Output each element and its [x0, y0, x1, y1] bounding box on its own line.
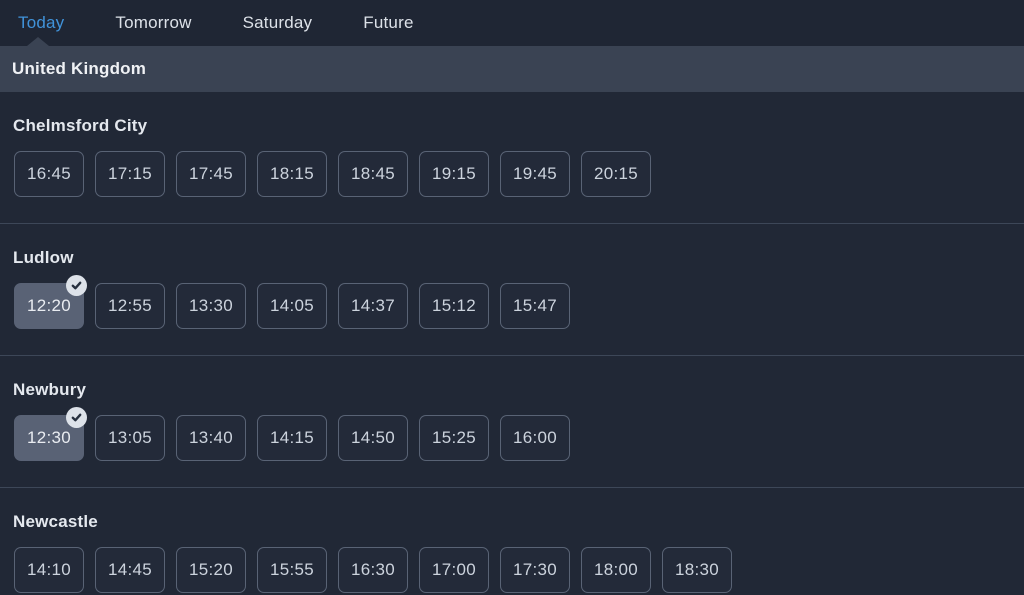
race-time-label: 16:00: [512, 428, 558, 447]
race-time-label: 18:45: [350, 164, 396, 183]
race-time-chip[interactable]: 19:45: [500, 151, 570, 197]
race-time-chip[interactable]: 14:37: [338, 283, 408, 329]
race-time-chip[interactable]: 20:15: [581, 151, 651, 197]
race-time-chip[interactable]: 15:20: [176, 547, 246, 593]
race-time-chip[interactable]: 18:30: [662, 547, 732, 593]
race-time-label: 12:55: [107, 296, 153, 315]
meeting-section-chelmsford-city: Chelmsford City 16:45 17:15 17:45 18:15 …: [0, 92, 1024, 223]
race-time-label: 15:47: [512, 296, 558, 315]
race-time-chip[interactable]: 18:15: [257, 151, 327, 197]
tab-tomorrow[interactable]: Tomorrow: [115, 13, 192, 32]
race-time-label: 13:05: [107, 428, 153, 447]
race-time-label: 14:50: [350, 428, 396, 447]
race-time-chip[interactable]: 18:45: [338, 151, 408, 197]
race-time-chip-selected[interactable]: 12:20: [14, 275, 87, 329]
region-header: United Kingdom: [0, 37, 1024, 92]
race-time-label: 14:37: [350, 296, 396, 315]
race-time-chip[interactable]: 14:45: [95, 547, 165, 593]
region-label: United Kingdom: [12, 59, 147, 78]
race-time-chip[interactable]: 13:30: [176, 283, 246, 329]
race-time-label: 18:15: [269, 164, 315, 183]
race-time-label: 17:45: [188, 164, 234, 183]
race-time-chip[interactable]: 17:30: [500, 547, 570, 593]
race-time-chip[interactable]: 19:15: [419, 151, 489, 197]
race-time-label: 15:25: [431, 428, 477, 447]
meeting-name: Newcastle: [13, 512, 98, 531]
race-time-label: 14:05: [269, 296, 315, 315]
race-time-label: 17:00: [431, 560, 477, 579]
meeting-section-newbury: Newbury 12:30 13:05 13:40 14:15 14:50 15…: [0, 355, 1024, 487]
race-time-chip[interactable]: 15:12: [419, 283, 489, 329]
race-time-label: 16:45: [26, 164, 72, 183]
race-time-chip[interactable]: 15:55: [257, 547, 327, 593]
race-time-chip[interactable]: 14:15: [257, 415, 327, 461]
race-time-chip[interactable]: 14:50: [338, 415, 408, 461]
meeting-section-newcastle: Newcastle 14:10 14:45 15:20 15:55 16:30 …: [0, 487, 1024, 595]
race-times-row: 12:30 13:05 13:40 14:15 14:50 15:25 16:0…: [0, 407, 1024, 461]
race-time-chip[interactable]: 13:05: [95, 415, 165, 461]
race-time-chip[interactable]: 14:05: [257, 283, 327, 329]
race-time-label: 14:10: [26, 560, 72, 579]
race-time-chip[interactable]: 12:55: [95, 283, 165, 329]
race-time-label: 18:30: [674, 560, 720, 579]
race-time-label: 17:30: [512, 560, 558, 579]
race-time-label: 12:20: [26, 296, 72, 315]
race-time-label: 19:45: [512, 164, 558, 183]
race-time-chip[interactable]: 16:45: [14, 151, 84, 197]
race-time-chip[interactable]: 17:45: [176, 151, 246, 197]
race-time-chip[interactable]: 14:10: [14, 547, 84, 593]
race-time-chip[interactable]: 18:00: [581, 547, 651, 593]
race-time-chip[interactable]: 13:40: [176, 415, 246, 461]
race-time-label: 15:12: [431, 296, 477, 315]
check-icon: [66, 407, 87, 428]
race-time-chip[interactable]: 17:15: [95, 151, 165, 197]
race-time-chip[interactable]: 15:47: [500, 283, 570, 329]
race-time-label: 15:20: [188, 560, 234, 579]
race-time-label: 12:30: [26, 428, 72, 447]
race-time-chip-selected[interactable]: 12:30: [14, 407, 87, 461]
race-time-label: 14:15: [269, 428, 315, 447]
race-times-row: 12:20 12:55 13:30 14:05 14:37 15:12 15:4…: [0, 275, 1024, 329]
day-tabs: Today Tomorrow Saturday Future: [0, 0, 1024, 46]
race-time-label: 17:15: [107, 164, 153, 183]
race-time-label: 16:30: [350, 560, 396, 579]
tab-future[interactable]: Future: [363, 13, 414, 32]
meeting-name: Newbury: [13, 380, 87, 399]
race-time-chip[interactable]: 17:00: [419, 547, 489, 593]
race-time-label: 19:15: [431, 164, 477, 183]
race-time-label: 20:15: [593, 164, 639, 183]
meeting-name: Chelmsford City: [13, 116, 148, 135]
race-time-label: 15:55: [269, 560, 315, 579]
tab-today[interactable]: Today: [18, 13, 65, 32]
meeting-section-ludlow: Ludlow 12:20 12:55 13:30 14:05 14:37 15:…: [0, 223, 1024, 355]
check-icon: [66, 275, 87, 296]
race-times-row: 16:45 17:15 17:45 18:15 18:45 19:15 19:4…: [0, 151, 1024, 197]
race-times-row: 14:10 14:45 15:20 15:55 16:30 17:00 17:3…: [0, 547, 1024, 593]
race-time-chip[interactable]: 15:25: [419, 415, 489, 461]
active-tab-notch: [27, 37, 49, 46]
race-time-label: 13:40: [188, 428, 234, 447]
race-time-label: 13:30: [188, 296, 234, 315]
tab-saturday[interactable]: Saturday: [242, 13, 313, 32]
race-time-chip[interactable]: 16:30: [338, 547, 408, 593]
meeting-name: Ludlow: [13, 248, 74, 267]
race-time-label: 14:45: [107, 560, 153, 579]
race-time-chip[interactable]: 16:00: [500, 415, 570, 461]
race-time-label: 18:00: [593, 560, 639, 579]
